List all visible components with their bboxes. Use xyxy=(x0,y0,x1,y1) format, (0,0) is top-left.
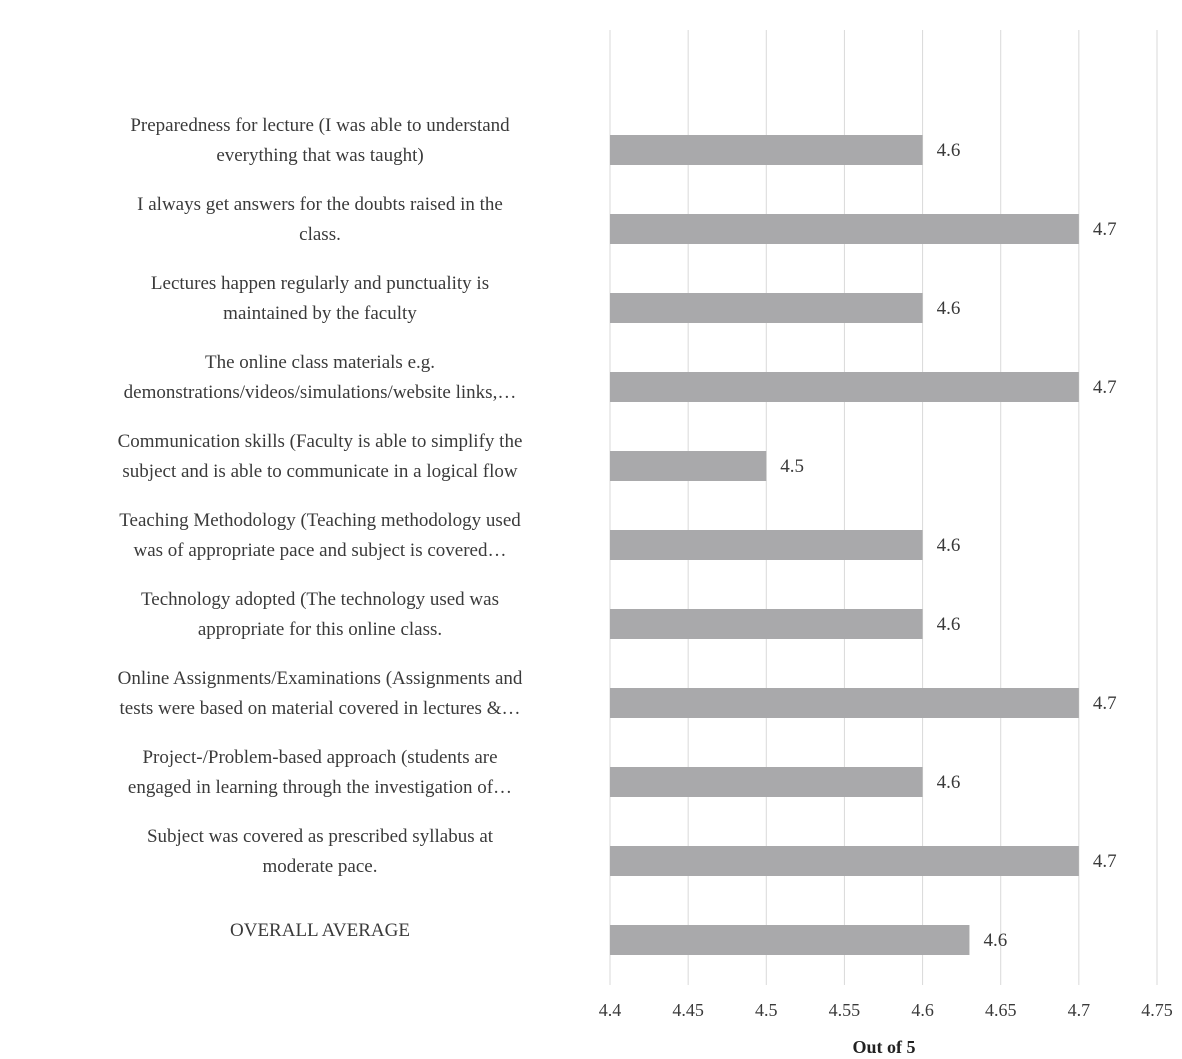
category-label: engaged in learning through the investig… xyxy=(128,777,512,798)
bar xyxy=(610,293,923,323)
data-label: 4.6 xyxy=(937,298,961,319)
x-axis-title: Out of 5 xyxy=(853,1037,916,1057)
bar xyxy=(610,372,1079,402)
bar xyxy=(610,530,923,560)
x-tick-label: 4.4 xyxy=(599,1000,622,1020)
data-label: 4.6 xyxy=(983,930,1007,951)
bars-group xyxy=(610,135,1079,955)
bar xyxy=(610,214,1079,244)
category-label: moderate pace. xyxy=(263,856,378,877)
bar xyxy=(610,135,923,165)
category-label: I always get answers for the doubts rais… xyxy=(137,194,503,215)
x-tick-label: 4.65 xyxy=(985,1000,1017,1020)
category-label: Technology adopted (The technology used … xyxy=(141,589,499,610)
category-label: Communication skills (Faculty is able to… xyxy=(118,431,523,452)
category-label: Lectures happen regularly and punctualit… xyxy=(151,273,489,294)
category-label: subject and is able to communicate in a … xyxy=(122,461,517,482)
data-label: 4.7 xyxy=(1093,377,1117,398)
category-label: everything that was taught) xyxy=(216,145,423,166)
bar xyxy=(610,688,1079,718)
bar xyxy=(610,846,1079,876)
category-label: was of appropriate pace and subject is c… xyxy=(134,540,507,561)
x-tick-label: 4.75 xyxy=(1141,1000,1173,1020)
bar xyxy=(610,767,923,797)
category-label: Preparedness for lecture (I was able to … xyxy=(130,115,510,136)
category-label: maintained by the faculty xyxy=(223,303,417,324)
x-tick-label: 4.55 xyxy=(829,1000,861,1020)
category-label: demonstrations/videos/simulations/websit… xyxy=(124,382,517,403)
bar xyxy=(610,609,923,639)
data-label: 4.7 xyxy=(1093,851,1117,872)
category-label: Subject was covered as prescribed syllab… xyxy=(147,826,494,847)
data-label: 4.7 xyxy=(1093,219,1117,240)
category-label: Online Assignments/Examinations (Assignm… xyxy=(118,668,523,689)
data-labels-group: 4.6 4.7 4.6 4.7 4.5 4.6 4.6 4.7 4.6 4.7 4.6 xyxy=(780,140,1116,951)
category-label: class. xyxy=(299,224,341,245)
category-label: Project-/Problem-based approach (student… xyxy=(142,747,497,768)
data-label: 4.6 xyxy=(937,614,961,635)
x-tick-label: 4.5 xyxy=(755,1000,778,1020)
data-label: 4.7 xyxy=(1093,693,1117,714)
x-tick-label: 4.6 xyxy=(911,1000,934,1020)
category-label: tests were based on material covered in … xyxy=(120,698,521,719)
data-label: 4.5 xyxy=(780,456,804,477)
x-tick-label: 4.7 xyxy=(1068,1000,1091,1020)
data-label: 4.6 xyxy=(937,535,961,556)
data-label: 4.6 xyxy=(937,140,961,161)
bar xyxy=(610,925,970,955)
bar xyxy=(610,451,767,481)
category-label: The online class materials e.g. xyxy=(205,352,435,373)
x-tick-labels-group: 4.4 4.45 4.5 4.55 4.6 4.65 4.7 4.75 xyxy=(599,1000,1173,1020)
category-labels-group: Preparedness for lecture (I was able to … xyxy=(118,115,523,941)
category-label: appropriate for this online class. xyxy=(198,619,442,640)
category-label: Teaching Methodology (Teaching methodolo… xyxy=(119,510,521,531)
data-label: 4.6 xyxy=(937,772,961,793)
category-label: OVERALL AVERAGE xyxy=(230,920,410,941)
gridlines xyxy=(609,30,1158,985)
x-tick-label: 4.45 xyxy=(672,1000,704,1020)
